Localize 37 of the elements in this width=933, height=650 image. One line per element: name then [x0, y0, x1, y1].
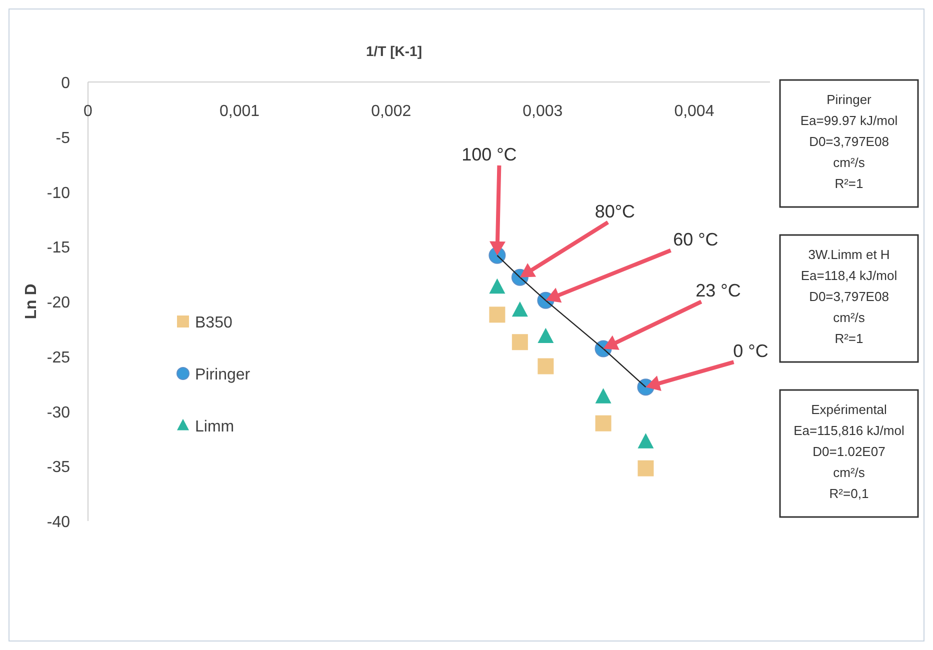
point	[512, 301, 528, 317]
point	[512, 334, 528, 350]
x-tick-label: 0,004	[674, 103, 714, 120]
text: Piringer Ea=99.97 kJ/mol D0=3,797E08 cm²/s R²=1	[800, 92, 898, 191]
text: Expérimental Ea=115,816 kJ/mol D0=1.02E07 cm²/s R²=0,1	[794, 402, 904, 501]
y-tick-label: -10	[46, 184, 70, 202]
annotation: 0 °C	[733, 341, 768, 362]
y-tick-label: -20	[46, 294, 70, 312]
point	[538, 358, 554, 374]
legend-label: B350	[195, 314, 232, 332]
point	[638, 460, 654, 476]
annotation: 80°C	[594, 201, 636, 222]
point	[595, 415, 612, 432]
annotation: 23 °C	[696, 280, 741, 301]
y-tick-label: -5	[56, 130, 70, 147]
legend-label: Piringer	[195, 366, 251, 384]
point	[595, 388, 612, 404]
annotation: 60 °C	[673, 229, 718, 250]
y-tick-label: -35	[46, 459, 70, 476]
point	[638, 433, 654, 448]
y-tick-label: -40	[46, 514, 70, 531]
y-axis-title: Ln D	[23, 284, 40, 320]
y-tick-label: -25	[46, 349, 70, 366]
x-tick-label: 0,003	[522, 103, 563, 120]
x-tick-label: 0	[84, 103, 93, 120]
y-tick-label: -30	[46, 404, 70, 422]
point	[489, 278, 506, 294]
annotation: 100 °C	[462, 144, 517, 164]
point	[489, 306, 506, 323]
text: 3W.Limm et H Ea=118,4 kJ/mol D0=3,797E08 cm²/s R²=1	[800, 247, 898, 346]
y-tick-label: -15	[46, 240, 70, 257]
x-axis-title: 1/T [K-1]	[366, 43, 422, 59]
x-tick-label: 0,002	[371, 103, 412, 120]
legend-label: Limm	[195, 418, 234, 436]
x-tick-label: 0,001	[220, 103, 260, 120]
point	[538, 328, 554, 344]
y-tick-label: 0	[61, 75, 70, 92]
